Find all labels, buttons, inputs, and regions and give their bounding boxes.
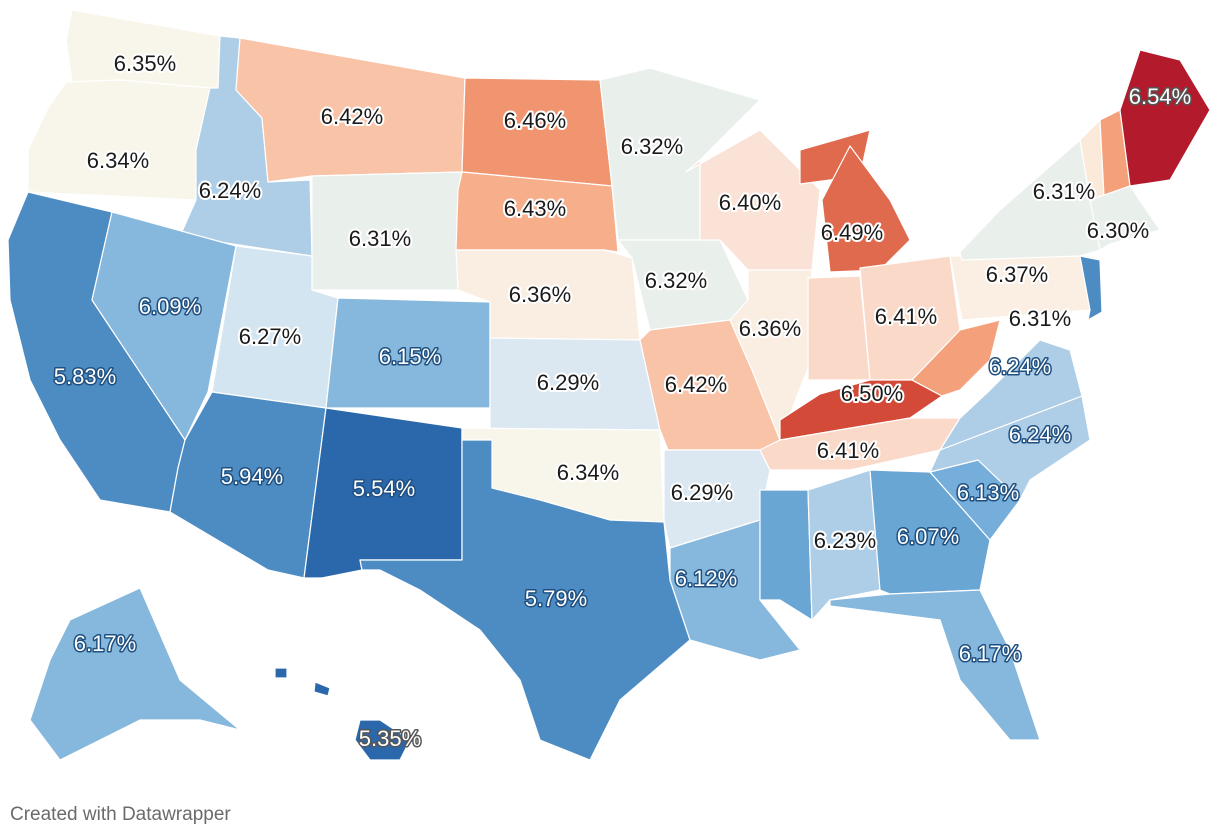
state-in[interactable] bbox=[807, 275, 871, 381]
label-nv: 6.09% bbox=[139, 294, 201, 319]
state-me[interactable] bbox=[1119, 49, 1211, 187]
label-mi: 6.49% bbox=[821, 220, 883, 245]
label-al: 6.23% bbox=[814, 528, 876, 553]
label-hi: 5.35% bbox=[359, 726, 421, 751]
label-ak: 6.17% bbox=[74, 631, 136, 656]
state-wv[interactable] bbox=[911, 319, 1001, 397]
label-tx: 5.79% bbox=[525, 586, 587, 611]
state-fl[interactable] bbox=[829, 589, 1041, 741]
label-me: 6.54% bbox=[1129, 84, 1191, 109]
state-tx[interactable] bbox=[359, 439, 691, 761]
us-choropleth-map: 6.35% 6.34% 5.83% 6.09% 6.24% 6.42% 6.31% 6.27%… bbox=[7, 9, 1211, 761]
label-ky: 6.50% bbox=[841, 381, 903, 406]
state-value-labels: 6.35% 6.34% 5.83% 6.09% 6.24% 6.42% 6.31% 6.27%… bbox=[52, 49, 1192, 753]
state-ak[interactable] bbox=[29, 587, 241, 761]
label-mt: 6.42% bbox=[321, 104, 383, 129]
label-wa: 6.35% bbox=[114, 51, 176, 76]
state-ma[interactable] bbox=[1089, 185, 1161, 251]
label-co: 6.15% bbox=[379, 344, 441, 369]
label-ny: 6.31% bbox=[1033, 179, 1095, 204]
label-ma: 6.30% bbox=[1087, 218, 1149, 243]
datawrapper-credit: Created with Datawrapper bbox=[10, 804, 231, 825]
state-nj[interactable] bbox=[1079, 255, 1103, 321]
label-nj: 6.31% bbox=[1009, 306, 1071, 331]
state-nv[interactable] bbox=[91, 211, 237, 441]
state-hi[interactable] bbox=[274, 667, 288, 679]
label-ut: 6.27% bbox=[239, 324, 301, 349]
label-nc: 6.24% bbox=[1009, 422, 1071, 447]
label-ca: 5.83% bbox=[54, 364, 116, 389]
state-shapes bbox=[7, 9, 1211, 761]
label-in-oh: 6.41% bbox=[875, 304, 937, 329]
label-nm: 5.54% bbox=[353, 476, 415, 501]
label-nd: 6.46% bbox=[504, 108, 566, 133]
label-fl: 6.17% bbox=[959, 641, 1021, 666]
state-or[interactable] bbox=[27, 79, 211, 201]
state-ms[interactable] bbox=[759, 489, 813, 621]
label-ar: 6.29% bbox=[671, 480, 733, 505]
label-wy: 6.31% bbox=[349, 226, 411, 251]
state-mi[interactable] bbox=[821, 145, 911, 273]
label-ga: 6.07% bbox=[897, 524, 959, 549]
label-wi: 6.40% bbox=[719, 190, 781, 215]
label-tn: 6.41% bbox=[817, 438, 879, 463]
label-ks: 6.29% bbox=[537, 370, 599, 395]
label-mo: 6.42% bbox=[665, 372, 727, 397]
state-hi[interactable] bbox=[313, 681, 331, 697]
state-va[interactable] bbox=[939, 339, 1083, 451]
label-az: 5.94% bbox=[221, 464, 283, 489]
label-sc: 6.13% bbox=[957, 480, 1019, 505]
label-ia: 6.32% bbox=[645, 268, 707, 293]
label-mn: 6.32% bbox=[621, 134, 683, 159]
label-va: 6.24% bbox=[989, 354, 1051, 379]
label-or: 6.34% bbox=[87, 148, 149, 173]
label-il: 6.36% bbox=[739, 316, 801, 341]
label-pa: 6.37% bbox=[986, 262, 1048, 287]
state-hi[interactable] bbox=[354, 719, 411, 761]
state-wa[interactable] bbox=[65, 9, 221, 89]
label-ok: 6.34% bbox=[557, 460, 619, 485]
label-sd: 6.43% bbox=[504, 196, 566, 221]
state-al[interactable] bbox=[807, 469, 881, 621]
label-ne: 6.36% bbox=[509, 282, 571, 307]
label-id: 6.24% bbox=[199, 178, 261, 203]
label-la: 6.12% bbox=[675, 566, 737, 591]
